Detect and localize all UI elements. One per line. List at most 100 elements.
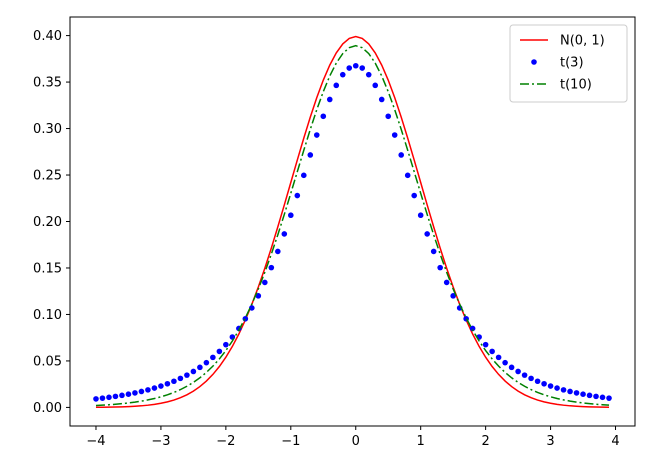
legend: N(0, 1) t(3) t(10)	[509, 24, 628, 103]
series-1-point-26	[262, 279, 268, 286]
series-1-point-75	[580, 391, 586, 397]
series-1-point-38	[339, 71, 346, 78]
legend-label: t(3)	[560, 56, 584, 71]
x-tick-label: −1	[281, 434, 300, 449]
series-1-point-63	[502, 359, 508, 366]
series-1-point-48	[404, 172, 411, 179]
series-1-point-25	[255, 293, 262, 299]
series-1-point-34	[313, 132, 320, 138]
series-1-point-36	[326, 96, 333, 103]
legend-box	[509, 24, 628, 103]
series-1-point-74	[573, 390, 580, 396]
series-1-point-60	[482, 341, 489, 348]
series-1-point-42	[365, 71, 372, 78]
series-1-point-68	[534, 378, 541, 385]
legend-item-1: t(3)	[531, 56, 584, 71]
series-1-point-17	[203, 359, 210, 366]
series-1-point-10	[158, 383, 164, 389]
series-1-point-40	[352, 62, 359, 69]
y-tick-label: 0.30	[33, 122, 62, 137]
series-1-point-9	[151, 385, 158, 391]
series-0-line	[95, 35, 610, 409]
series-1-point-50	[417, 212, 424, 219]
series-1-point-12	[171, 378, 177, 385]
x-tick-label: −4	[86, 434, 105, 449]
series-2	[95, 44, 610, 407]
series-1-point-41	[359, 65, 366, 71]
series-1-point-54	[443, 279, 450, 286]
series-1-point-29	[281, 231, 288, 237]
x-tick-label: 2	[481, 434, 489, 449]
y-tick-label: 0.20	[33, 215, 62, 230]
y-tick-label: 0.35	[33, 76, 62, 91]
series-1-point-70	[547, 383, 554, 389]
y-tick-label: 0.40	[33, 29, 62, 44]
series-1-point-52	[430, 248, 437, 255]
series-0	[95, 35, 610, 409]
series-1-point-18	[210, 354, 216, 361]
legend-marker	[531, 59, 537, 65]
series-1-point-61	[489, 348, 495, 355]
series-1-point-2	[106, 394, 112, 401]
series-1-point-8	[145, 387, 151, 393]
series-1-point-55	[450, 293, 456, 299]
series-1-point-78	[599, 394, 606, 401]
series-1-point-35	[320, 113, 327, 120]
series-1-point-32	[300, 172, 307, 179]
series-1-point-5	[125, 391, 132, 397]
series-1-point-27	[268, 264, 275, 271]
series-1-point-44	[378, 96, 385, 103]
series-1-point-20	[223, 341, 229, 348]
series-1-point-72	[560, 387, 567, 393]
x-tick-label: −2	[216, 434, 235, 449]
series-1-point-51	[424, 231, 430, 237]
series-1-point-45	[385, 113, 392, 120]
series-1-point-73	[567, 388, 573, 395]
series-1-point-30	[288, 212, 294, 219]
series-1-point-14	[184, 372, 190, 378]
legend-label: t(10)	[560, 78, 592, 93]
series-1-point-4	[119, 392, 125, 399]
series-1-point-37	[333, 82, 340, 89]
x-tick-label: 3	[546, 434, 554, 449]
series-1-point-24	[249, 305, 255, 311]
y-tick-label: 0.15	[33, 261, 62, 276]
legend-label: N(0, 1)	[560, 34, 605, 49]
y-tick-label: 0.25	[33, 169, 62, 184]
series-1-point-23	[242, 315, 249, 322]
series-1-point-67	[528, 375, 534, 382]
series-1-point-7	[138, 388, 145, 395]
series-1	[93, 62, 612, 402]
series-layer	[93, 35, 612, 409]
series-1-point-28	[275, 248, 281, 255]
x-tick-label: 1	[417, 434, 425, 449]
series-1-point-33	[307, 152, 314, 158]
series-1-point-58	[469, 325, 476, 332]
series-1-point-66	[521, 372, 528, 378]
series-1-point-11	[164, 380, 171, 387]
x-tick-label: 0	[352, 434, 360, 449]
series-1-point-16	[197, 364, 203, 371]
series-1-point-46	[391, 132, 398, 138]
series-1-point-71	[554, 385, 560, 391]
x-axis: −4 −3 −2 −1 0 1 2 3 4	[86, 426, 620, 449]
series-1-point-31	[294, 192, 301, 199]
series-1-point-62	[495, 354, 502, 361]
series-1-point-3	[112, 393, 119, 400]
series-1-point-39	[346, 65, 353, 71]
series-1-point-15	[190, 368, 197, 375]
x-tick-label: 4	[611, 434, 619, 449]
series-2-line	[95, 44, 610, 407]
series-1-point-43	[372, 82, 379, 89]
y-tick-label: 0.00	[33, 401, 62, 416]
series-1-point-47	[398, 152, 405, 158]
series-1-point-69	[541, 380, 547, 387]
series-1-point-6	[132, 390, 138, 396]
legend-item-0: N(0, 1)	[520, 34, 605, 49]
series-1-point-1	[99, 395, 106, 401]
series-1-point-79	[606, 395, 612, 401]
series-1-point-77	[593, 393, 599, 400]
series-1-point-13	[177, 375, 184, 382]
y-axis: 0.00 0.05 0.10 0.15 0.20 0.25 0.30 0.35 0.40	[33, 29, 70, 416]
